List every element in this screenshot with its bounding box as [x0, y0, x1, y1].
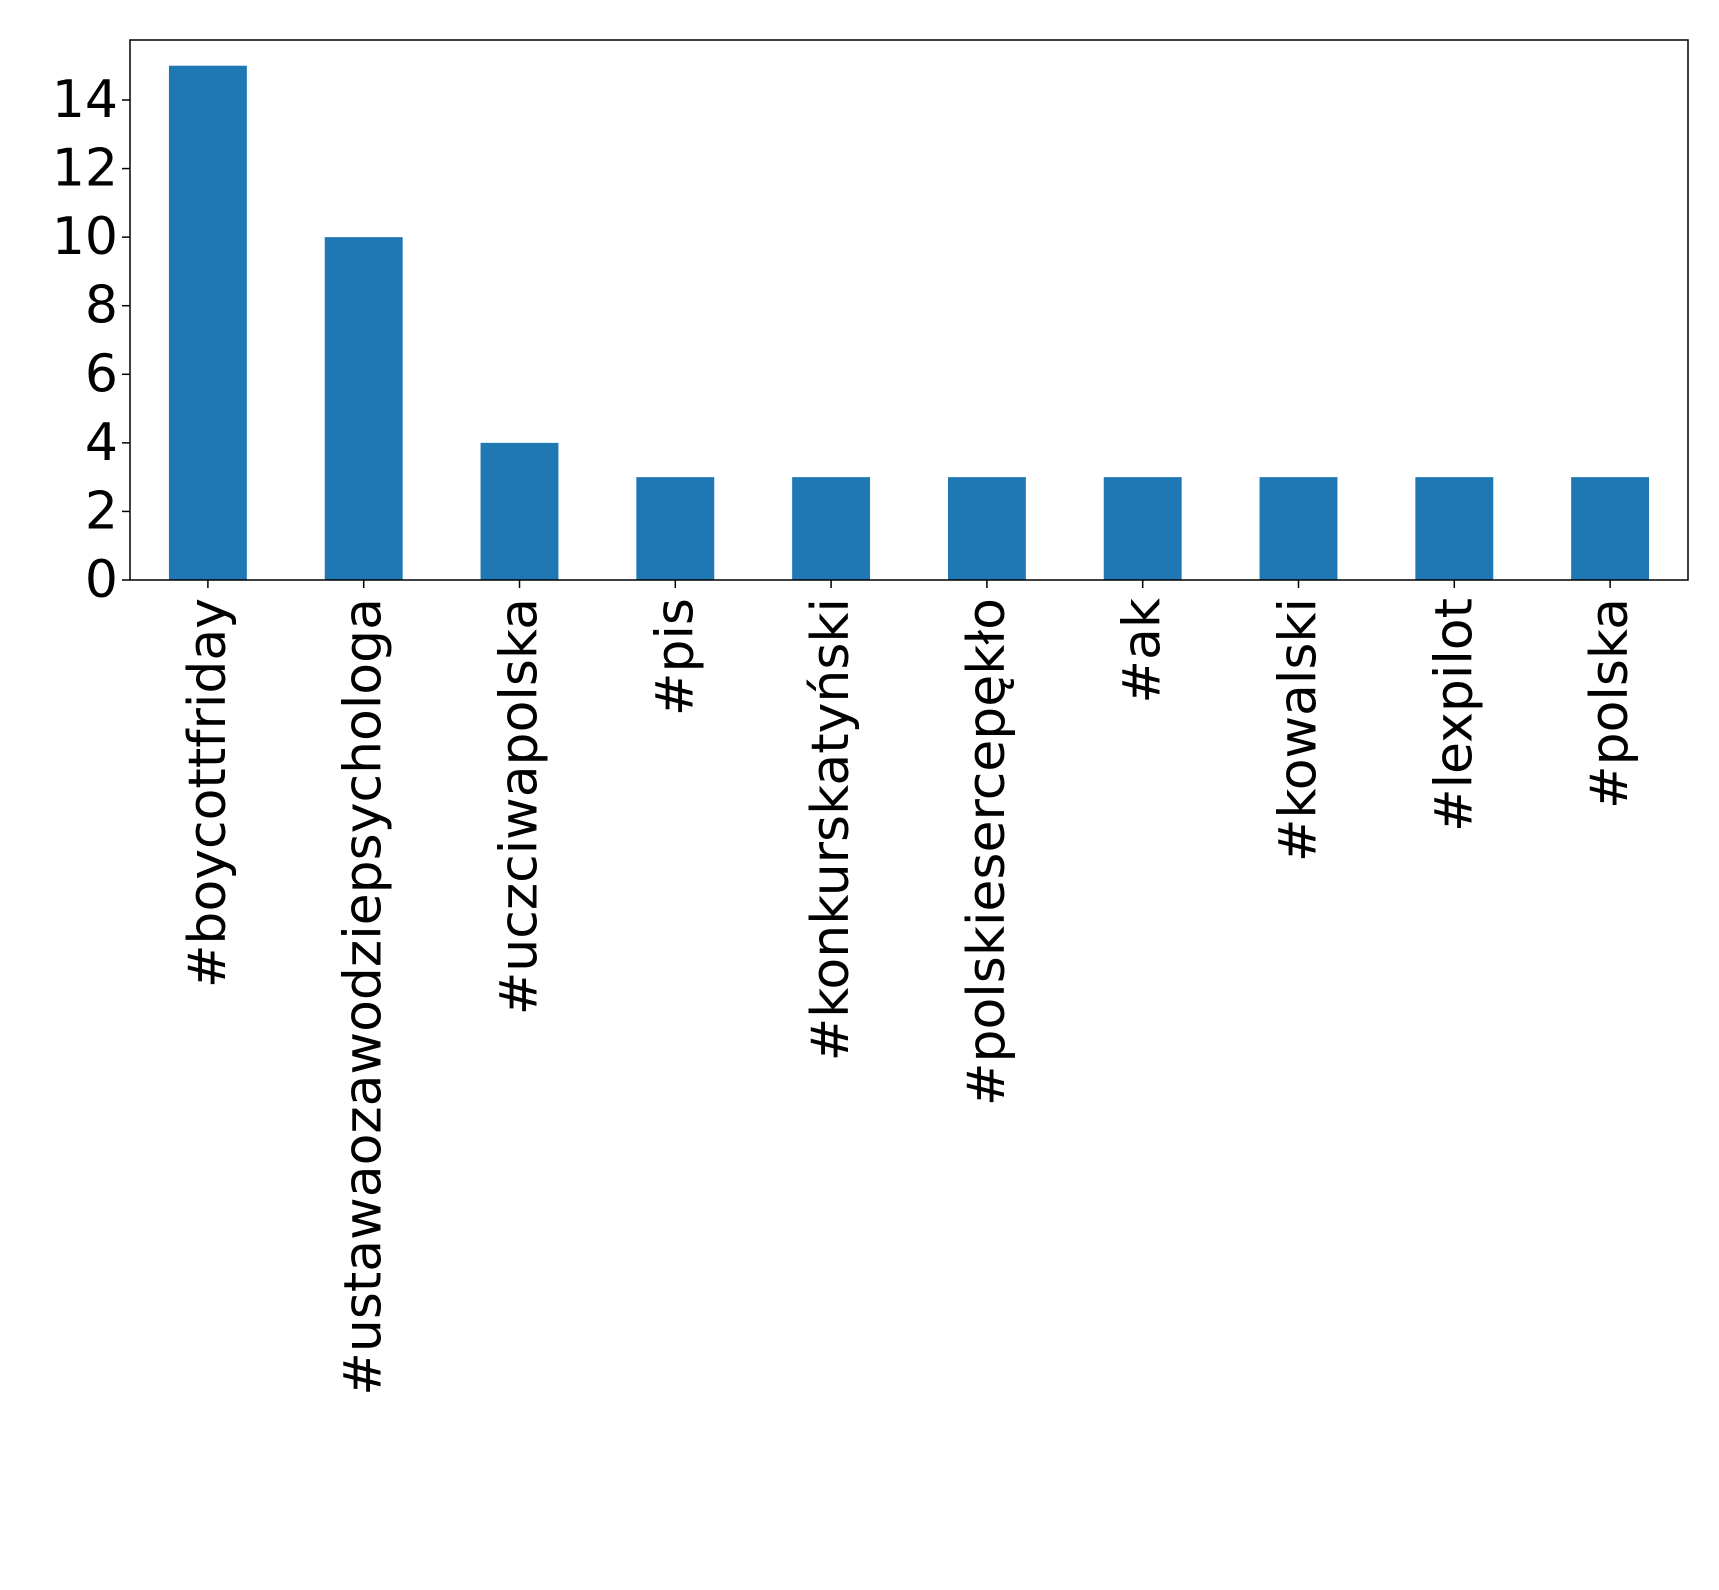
bar-3 [636, 477, 715, 580]
bar-2 [480, 442, 559, 580]
bar-6 [1103, 477, 1182, 580]
y-tick-label-0: 0 [85, 550, 118, 610]
bar-8 [1415, 477, 1494, 580]
bar-0 [168, 65, 247, 580]
y-tick-label-5: 10 [52, 207, 118, 267]
x-tick-label-5: #polskieserceрękło [957, 598, 1017, 1106]
y-axis: 0 2 4 6 8 10 12 14 [52, 70, 130, 610]
bar-5 [947, 477, 1026, 580]
bar-9 [1571, 477, 1650, 580]
x-tick-label-3: #pis [645, 598, 705, 716]
bar-1 [324, 237, 403, 580]
bar-4 [792, 477, 871, 580]
x-tick-label-0: #boycottfriday [178, 598, 238, 988]
plot-area-frame [129, 39, 1689, 581]
y-tick-label-4: 8 [85, 276, 118, 336]
x-tick-label-1: #ustawaozawodziepsychologa [334, 598, 394, 1396]
bar-7 [1259, 477, 1338, 580]
x-tick-label-8: #lexpilot [1424, 598, 1484, 832]
y-tick-label-7: 14 [52, 70, 118, 130]
x-axis: #boycottfriday #ustawaozawodziepsychologa… [178, 580, 1640, 1396]
bars [168, 65, 1650, 580]
y-tick-label-6: 12 [52, 139, 118, 199]
x-tick-label-9: #polska [1580, 598, 1640, 809]
x-tick-label-7: #kowalski [1269, 598, 1329, 862]
x-tick-label-6: #ak [1113, 598, 1173, 704]
y-tick-label-1: 2 [85, 481, 118, 541]
y-tick-label-2: 4 [85, 413, 118, 473]
y-tick-label-3: 6 [85, 344, 118, 404]
x-tick-label-2: #uczciwapolska [490, 598, 550, 1015]
x-tick-label-4: #konkurskatyński [801, 598, 861, 1061]
